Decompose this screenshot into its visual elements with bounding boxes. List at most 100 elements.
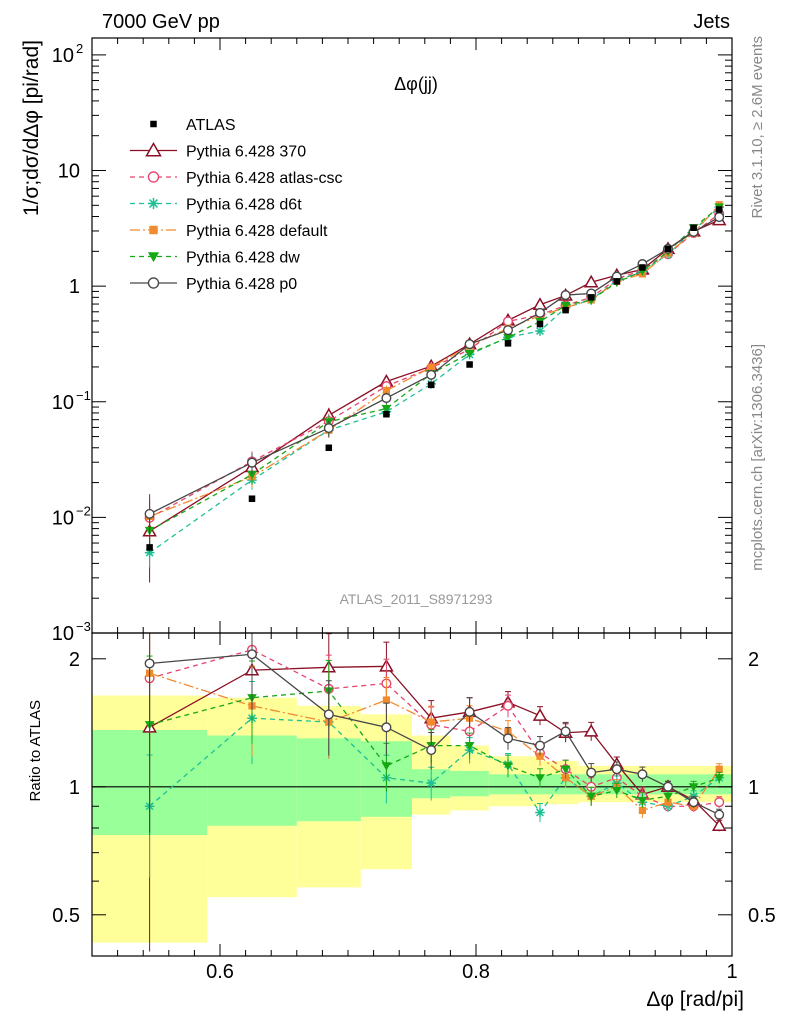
series-point-4-8 [560,301,571,311]
ratio-tick-label-1: 1 [69,777,80,799]
x-tick-label-1: 0.8 [462,961,490,983]
data-point-8 [562,306,569,314]
ratio-point-5-0 [144,658,155,669]
series-point-0-9 [583,274,599,288]
series-point-5-6 [502,325,514,336]
y-tick-exponent-4: −2 [76,503,91,518]
ratio-bands [92,695,732,943]
legend-marker-4 [149,225,158,235]
ratio-point-3-14 [715,765,723,773]
y-tick-label-0: 10 [52,45,74,67]
series-point-4-1 [247,470,257,480]
x-axis-label: Δφ [rad/pi] [646,988,744,1011]
legend-marker-1 [145,141,162,157]
ratio-point-4-13 [688,783,699,792]
y-tick-label-1: 10 [58,161,80,183]
ratio-point-3-3 [382,696,390,704]
legend-label-4: Pythia 6.428 default [186,223,328,240]
series-point-5-5 [464,339,475,350]
ratio-point-4-12 [663,792,673,802]
legend-label-3: Pythia 6.428 d6t [186,197,302,214]
ratio-tick-label-2: 0.5 [52,905,80,927]
series-point-3-4 [427,363,435,371]
ratio-point-4-10 [612,786,622,796]
legend-marker-3 [147,197,160,210]
ratio-point-5-12 [662,781,674,792]
ratio-series [142,633,727,952]
ratio-point-5-14 [714,809,725,820]
ratio-point-5-10 [611,764,622,775]
ratio-point-3-7 [536,752,544,760]
ratio-point-4-8 [560,765,571,775]
ratio-point-3-12 [664,798,672,806]
series-point-5-7 [534,307,546,318]
series-point-2-7 [535,326,545,336]
data-points [146,206,723,551]
y-tick-label-4: 10 [52,507,74,529]
data-point-3 [383,410,390,418]
series-point-1-6 [502,316,514,327]
ratio-point-3-11 [638,806,646,815]
data-point-10 [613,278,621,285]
ratio-point-4-5 [464,741,475,751]
y-tick-label-2: 1 [69,276,80,298]
legend-marker-2 [147,171,160,183]
data-point-2 [325,444,333,452]
chart-title: Δφ(jj) [394,74,438,94]
data-point-14 [715,206,723,213]
y-tick-label-3: 10 [52,392,74,414]
y-tick-label-5: 10 [52,623,74,645]
ratio-point-4-6 [503,762,513,771]
ratio-point-5-11 [637,769,648,780]
ratio-point-1-14 [714,797,725,808]
series-point-3-3 [382,387,390,395]
data-point-1 [248,495,256,502]
ratio-point-4-11 [637,796,648,806]
y-tick-exponent-0: 2 [76,41,83,56]
series-point-5-2 [323,423,334,434]
ratio-point-0-14 [711,818,727,831]
data-point-13 [690,224,697,231]
ratio-point-5-2 [323,709,334,720]
side-label-bottom: mcplots.cern.ch [arXiv:1306.3436] [749,344,766,571]
series-point-0-7 [532,297,548,310]
ratio-point-5-9 [586,767,597,778]
ratio-point-3-4 [427,718,435,726]
series-point-4-3 [381,404,392,414]
ratio-point-4-3 [381,762,392,771]
ratio-point-5-3 [381,722,392,733]
ratio-point-5-13 [688,797,699,808]
data-point-4 [427,381,435,389]
legend-label-2: Pythia 6.428 atlas-csc [186,170,343,187]
series-point-5-1 [246,457,258,468]
x-tick-label-2: 1 [726,961,737,983]
data-point-0 [146,544,153,551]
data-point-6 [504,340,512,347]
legend-marker-6 [147,277,160,289]
legend: ATLAS Pythia 6.428 370 Pythia 6.428 atlas-… [130,117,343,293]
ratio-point-4-7 [535,774,545,783]
y-axis-label: 1/σ;dσ/dΔφ [pi/rad] [20,40,43,216]
ratio-point-4-14 [714,774,724,783]
header-left: 7000 GeV pp [102,11,220,33]
series-point-5-14 [714,212,725,223]
ratio-y-axis-label: Ratio to ATLAS [27,700,44,801]
series-point-5-8 [560,290,571,301]
side-label-top: Rivet 3.1.10, ≥ 2.6M events [749,36,766,219]
ratio-point-5-8 [560,726,571,737]
analysis-label: ATLAS_2011_S8971293 [340,591,493,607]
ratio-point-5-4 [426,745,437,756]
data-point-9 [587,294,595,301]
series-point-4-6 [503,334,513,343]
ratio-tick-label-right-0: 2 [748,649,759,671]
data-point-11 [639,264,646,271]
ratio-point-1-6 [502,700,514,711]
legend-marker-0 [150,120,157,128]
ratio-point-0-7 [532,708,548,721]
ratio-tick-label-right-2: 0.5 [748,905,776,927]
series-point-5-4 [426,369,437,380]
ratio-point-4-9 [586,792,596,802]
ratio-point-5-6 [502,733,514,744]
legend-label-6: Pythia 6.428 p0 [186,276,297,293]
